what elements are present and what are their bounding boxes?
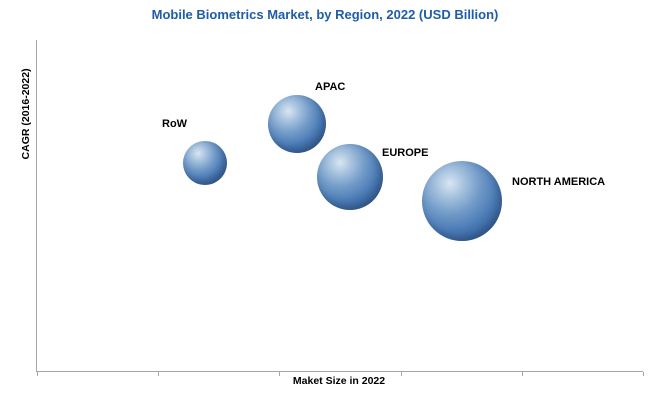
bubble-europe [317,144,383,210]
bubble-north-america [422,161,502,241]
x-axis-tick [643,372,644,376]
bubble-apac [268,95,326,153]
chart-title: Mobile Biometrics Market, by Region, 202… [151,7,499,22]
x-axis-tick [158,372,159,376]
bubble-row [183,141,227,185]
x-axis-tick [279,372,280,376]
x-axis-label: Maket Size in 2022 [292,375,386,387]
y-axis-label: CAGR (2016-2022) [20,68,32,160]
bubble-label-row: RoW [162,118,188,130]
x-axis-tick [37,372,38,376]
x-axis-tick [522,372,523,376]
plot-area: RoW APAC EUROPE NORTH AMERICA [36,40,644,376]
x-axis-tick [401,372,402,376]
bubble-label-north-america: NORTH AMERICA [512,176,606,188]
bubble-label-apac: APAC [315,81,346,93]
bubble-label-europe: EUROPE [382,147,429,159]
